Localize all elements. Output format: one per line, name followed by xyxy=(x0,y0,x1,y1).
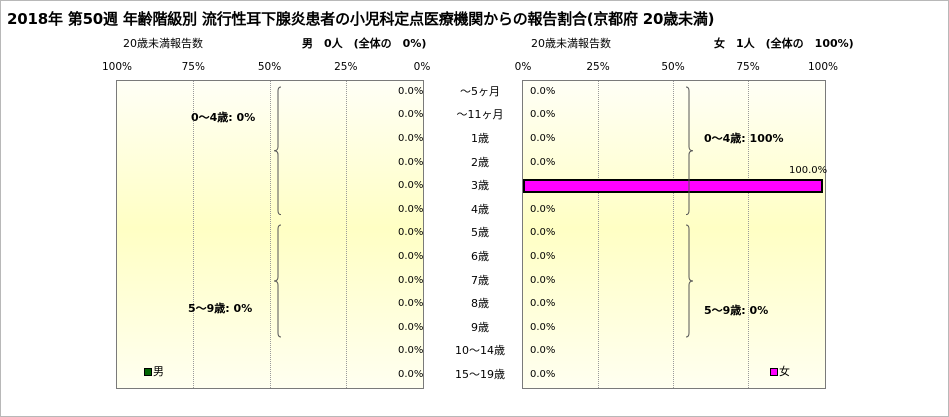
age-category-label: 10～14歳 xyxy=(455,344,505,358)
male-value-label: 0.0% xyxy=(398,156,424,168)
female-value-label: 0.0% xyxy=(530,321,556,333)
female-value-label: 0.0% xyxy=(530,109,556,121)
male-value-label: 0.0% xyxy=(398,227,424,239)
male-value-label: 0.0% xyxy=(398,203,424,215)
age-category-label: 9歳 xyxy=(471,320,489,334)
female-value-label: 0.0% xyxy=(530,345,556,357)
left-axis-label: 20歳未満報告数 xyxy=(123,37,203,50)
left-tick-label: 75% xyxy=(181,61,205,73)
female-bar-value-label: 100.0% xyxy=(789,165,828,177)
right-gridline xyxy=(673,81,674,388)
male-brace-5-9 xyxy=(273,224,282,338)
left-tick-label: 0% xyxy=(413,61,431,73)
right-tick-label: 50% xyxy=(661,61,685,73)
age-category-label: 2歳 xyxy=(471,155,489,169)
left-tick-label: 25% xyxy=(334,61,358,73)
male-plot-area xyxy=(116,80,424,389)
right-gridline xyxy=(598,81,599,388)
legend-female-swatch xyxy=(770,368,778,376)
female-brace-5-9 xyxy=(685,224,694,338)
age-category-label: 8歳 xyxy=(471,297,489,311)
right-tick-label: 75% xyxy=(736,61,760,73)
left-tick-label: 100% xyxy=(101,61,133,73)
male-value-label: 0.0% xyxy=(398,274,424,286)
age-category-label: 4歳 xyxy=(471,202,489,216)
female-value-label: 0.0% xyxy=(530,274,556,286)
male-value-label: 0.0% xyxy=(398,109,424,121)
female-bar xyxy=(523,179,823,194)
right-gridline xyxy=(748,81,749,388)
male-summary: 男 0人 (全体の 0%) xyxy=(302,37,427,50)
female-value-label: 0.0% xyxy=(530,133,556,144)
female-plot-area xyxy=(522,80,826,389)
left-tick-label: 50% xyxy=(257,61,282,73)
age-category-label: 7歳 xyxy=(471,273,489,287)
chart-title: 2018年 第50週 年齢階級別 流行性耳下腺炎患者の小児科定点医療機関からの報… xyxy=(7,10,715,28)
left-gridline xyxy=(345,81,347,388)
age-category-label: ～11ヶ月 xyxy=(456,108,504,122)
female-summary: 女 1人 (全体の 100%) xyxy=(714,37,854,50)
male-value-label: 0.0% xyxy=(398,180,424,192)
legend-male-swatch xyxy=(144,368,152,376)
male-value-label: 0.0% xyxy=(398,345,424,357)
legend-female: 女 xyxy=(770,363,790,379)
legend-male: 男 xyxy=(144,363,164,379)
age-category-label: ～5ヶ月 xyxy=(460,84,500,98)
left-gridline xyxy=(269,81,271,388)
female-brace-0-4 xyxy=(685,86,694,216)
male-value-label: 0.0% xyxy=(398,321,424,333)
age-category-label: 6歳 xyxy=(471,250,489,263)
female-value-label: 0.0% xyxy=(530,203,556,215)
age-category-label: 1歳 xyxy=(471,132,489,145)
right-tick-label: 25% xyxy=(586,61,610,73)
age-category-label: 5歳 xyxy=(471,226,489,240)
male-value-label: 0.0% xyxy=(398,133,424,144)
female-value-label: 0.0% xyxy=(530,156,556,168)
right-tick-label: 0% xyxy=(514,61,532,73)
female-value-label: 0.0% xyxy=(530,85,556,97)
female-value-label: 0.0% xyxy=(530,227,556,239)
female-group-label-5-9: 5～9歳: 0% xyxy=(704,304,769,317)
female-value-label: 0.0% xyxy=(530,369,556,380)
left-gridline xyxy=(193,81,195,388)
right-axis-label: 20歳未満報告数 xyxy=(531,37,611,50)
male-value-label: 0.0% xyxy=(398,85,424,97)
female-group-label-0-4: 0～4歳: 100% xyxy=(704,132,784,145)
right-tick-label: 100% xyxy=(807,61,839,73)
female-value-label: 0.0% xyxy=(530,251,556,262)
male-value-label: 0.0% xyxy=(398,298,424,310)
male-brace-0-4 xyxy=(273,86,282,216)
male-group-label-0-4: 0～4歳: 0% xyxy=(191,111,256,124)
age-category-label: 15～19歳 xyxy=(455,368,505,381)
male-value-label: 0.0% xyxy=(398,369,424,380)
female-value-label: 0.0% xyxy=(530,298,556,310)
age-category-label: 3歳 xyxy=(471,179,489,193)
male-group-label-5-9: 5～9歳: 0% xyxy=(188,302,253,315)
male-value-label: 0.0% xyxy=(398,251,424,262)
